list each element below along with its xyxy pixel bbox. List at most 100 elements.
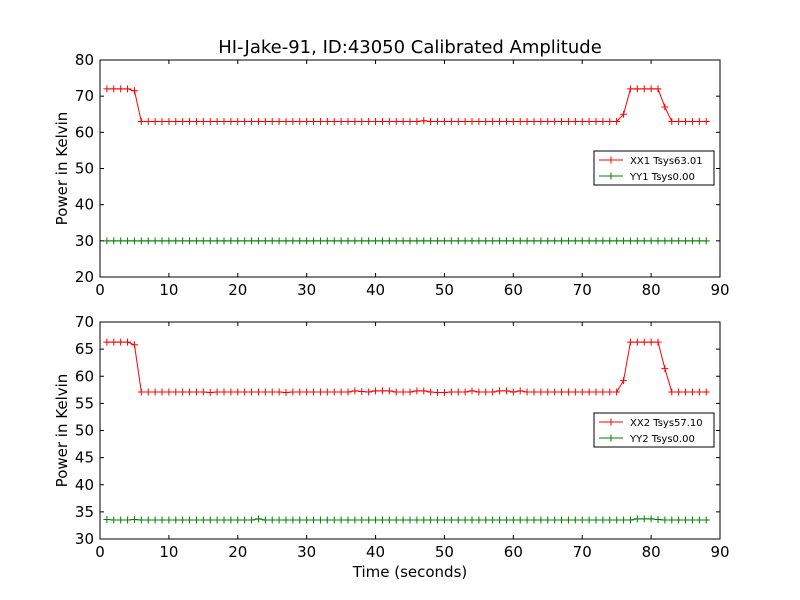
data-point xyxy=(303,388,311,396)
data-point xyxy=(151,237,159,245)
data-point xyxy=(275,117,283,125)
data-point xyxy=(620,237,628,245)
data-point xyxy=(661,103,669,111)
data-point xyxy=(172,237,180,245)
data-point xyxy=(144,117,152,125)
data-point xyxy=(365,516,373,524)
data-point xyxy=(316,237,324,245)
x-tick-label: 10 xyxy=(159,543,178,561)
y-tick-label: 60 xyxy=(75,123,94,141)
data-point xyxy=(509,388,517,396)
data-point xyxy=(558,117,566,125)
data-point xyxy=(158,388,166,396)
legend-label: YY1 Tsys0.00 xyxy=(629,172,695,183)
data-point xyxy=(351,516,359,524)
data-point xyxy=(695,237,703,245)
top-panel: 0 10 20 30 40 50 60 70 80 90 20 30 40 50 60 70 80 Power i… xyxy=(53,51,730,299)
data-point xyxy=(413,387,421,395)
data-point xyxy=(585,237,593,245)
data-point xyxy=(337,237,345,245)
x-tick-label: 20 xyxy=(228,543,247,561)
data-point xyxy=(482,117,490,125)
data-point xyxy=(509,237,517,245)
data-point xyxy=(399,237,407,245)
data-point xyxy=(420,516,428,524)
data-point xyxy=(179,516,187,524)
data-point xyxy=(523,237,531,245)
data-point xyxy=(220,388,228,396)
data-point xyxy=(675,117,683,125)
data-point xyxy=(647,85,655,93)
data-point xyxy=(372,117,380,125)
data-point xyxy=(544,117,552,125)
data-point xyxy=(606,237,614,245)
data-point xyxy=(199,117,207,125)
series-yy xyxy=(103,515,710,524)
data-point xyxy=(351,387,359,395)
data-point xyxy=(213,516,221,524)
data-point xyxy=(186,117,194,125)
data-point xyxy=(254,117,262,125)
data-point xyxy=(413,516,421,524)
data-point xyxy=(172,516,180,524)
data-point xyxy=(454,388,462,396)
data-point xyxy=(516,387,524,395)
data-point xyxy=(234,516,242,524)
data-point xyxy=(551,516,559,524)
data-point xyxy=(516,237,524,245)
data-point xyxy=(675,388,683,396)
legend-marker xyxy=(607,156,615,164)
data-point xyxy=(220,237,228,245)
data-point xyxy=(385,117,393,125)
data-point xyxy=(206,516,214,524)
data-point xyxy=(124,516,132,524)
data-point xyxy=(475,237,483,245)
data-point xyxy=(124,338,132,346)
data-point xyxy=(323,237,331,245)
data-point xyxy=(702,117,710,125)
data-point xyxy=(496,117,504,125)
x-tick-label: 0 xyxy=(95,281,105,299)
data-point xyxy=(606,117,614,125)
data-point xyxy=(179,117,187,125)
data-point xyxy=(551,237,559,245)
data-point xyxy=(282,389,290,397)
data-point xyxy=(585,516,593,524)
data-point xyxy=(530,388,538,396)
data-point xyxy=(378,117,386,125)
data-point xyxy=(282,516,290,524)
data-point xyxy=(220,516,228,524)
data-point xyxy=(137,237,145,245)
data-point xyxy=(372,516,380,524)
x-tick-label: 70 xyxy=(573,281,592,299)
data-point xyxy=(647,237,655,245)
data-point xyxy=(592,237,600,245)
data-point xyxy=(558,516,566,524)
data-point xyxy=(599,117,607,125)
data-point xyxy=(688,516,696,524)
data-point xyxy=(261,117,269,125)
data-point xyxy=(613,237,621,245)
data-point xyxy=(406,516,414,524)
data-point xyxy=(199,388,207,396)
legend-marker xyxy=(607,434,615,442)
data-point xyxy=(316,516,324,524)
data-point xyxy=(551,117,559,125)
data-point xyxy=(165,237,173,245)
data-point xyxy=(489,237,497,245)
data-point xyxy=(482,516,490,524)
data-point xyxy=(633,85,641,93)
data-point xyxy=(702,516,710,524)
legend: XX2 Tsys57.10 YY2 Tsys0.00 xyxy=(593,412,715,448)
data-point xyxy=(310,117,318,125)
data-point xyxy=(303,516,311,524)
data-point xyxy=(447,237,455,245)
data-point xyxy=(613,516,621,524)
data-point xyxy=(599,516,607,524)
data-point xyxy=(110,338,118,346)
data-point xyxy=(344,237,352,245)
data-point xyxy=(227,237,235,245)
x-tick-label: 30 xyxy=(297,543,316,561)
data-point xyxy=(502,237,510,245)
data-point xyxy=(199,516,207,524)
